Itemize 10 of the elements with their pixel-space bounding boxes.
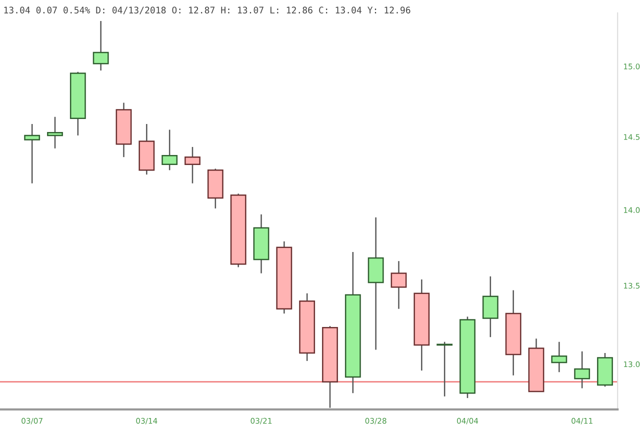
candlestick (24, 123, 40, 184)
candlestick (162, 129, 178, 171)
candlestick (184, 146, 200, 184)
candlestick (47, 116, 63, 150)
candlestick (92, 20, 109, 72)
candlestick (574, 350, 590, 389)
candlestick (551, 341, 568, 373)
candlestick (390, 260, 407, 310)
candlestick (482, 276, 498, 338)
chart-title: 13.04 0.07 0.54% D: 04/13/2018 O: 12.87 H: 13.07 L: 12.86 C: 13.04 Y: 12.96 (4, 6, 410, 14)
